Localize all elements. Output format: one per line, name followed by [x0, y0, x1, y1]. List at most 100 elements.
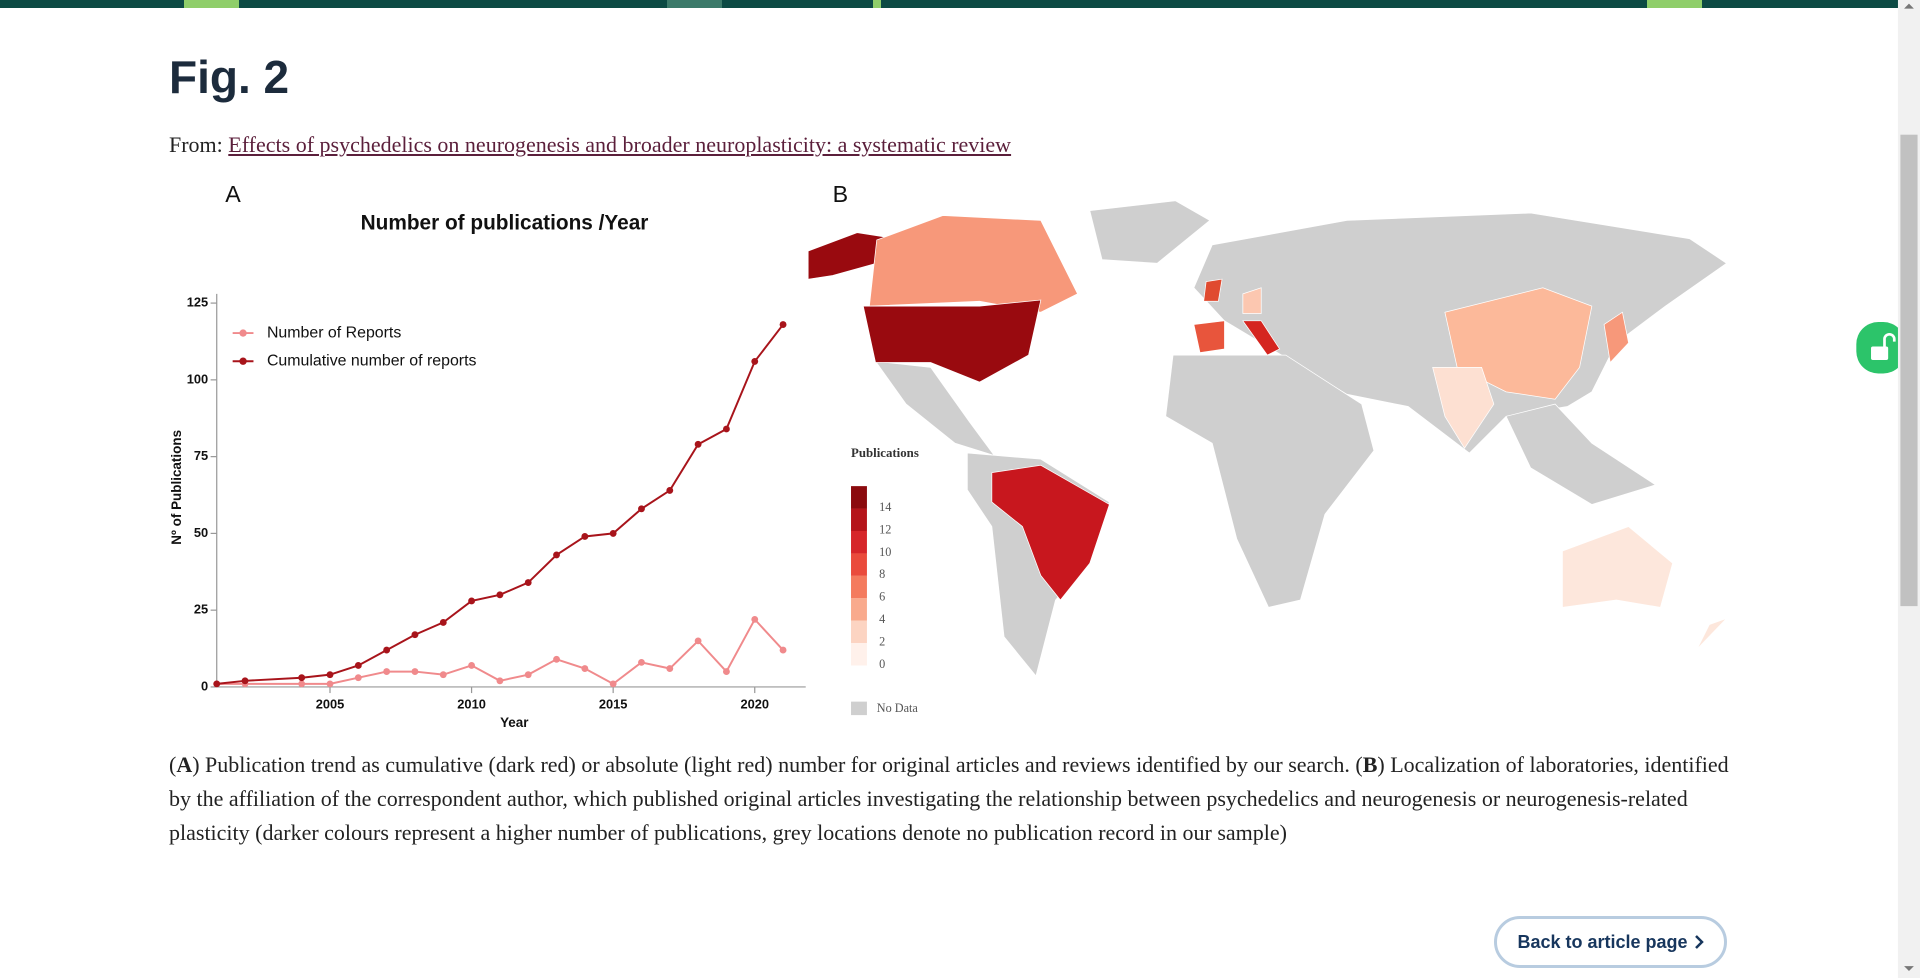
caption-text: ) Publication trend as cumulative (dark … [192, 752, 1363, 777]
source-link[interactable]: Effects of psychedelics on neurogenesis … [228, 132, 1012, 157]
legend-swatch [851, 486, 867, 509]
x-tick-label: 2020 [740, 697, 769, 712]
source-prefix: From: [169, 132, 223, 157]
map-region [1089, 200, 1211, 264]
y-tick-label: 50 [194, 525, 208, 540]
lock-icon [1883, 333, 1896, 347]
top-bar-fill [0, 0, 1898, 8]
legend-label: Number of Reports [267, 324, 401, 341]
data-point [496, 677, 504, 685]
y-tick-label: 125 [187, 294, 208, 309]
data-point [779, 646, 787, 654]
legend-tick-label: 0 [879, 657, 885, 671]
legend-tick-label: 8 [879, 567, 885, 581]
back-button[interactable]: Back to article page [1494, 916, 1727, 968]
data-point [354, 674, 362, 682]
map-country [1203, 278, 1223, 302]
figure-caption: (A) Publication trend as cumulative (dar… [169, 748, 1739, 850]
x-axis-label: Year [500, 715, 529, 730]
data-point [383, 668, 391, 676]
data-point [411, 668, 419, 676]
y-tick-label: 25 [194, 602, 208, 617]
x-tick-label: 2005 [316, 697, 345, 712]
y-axis-label: Nº of Publications [169, 430, 184, 545]
data-point [213, 680, 221, 688]
legend-tick-label: 14 [879, 500, 891, 514]
data-point [553, 551, 560, 559]
top-bar-accent [1647, 0, 1702, 8]
map-country [1696, 618, 1727, 650]
no-data-swatch [851, 701, 867, 716]
data-point [524, 671, 532, 679]
data-point [638, 658, 645, 666]
figure-title: Fig. 2 [169, 51, 290, 103]
legend-tick-label: 12 [879, 522, 891, 536]
source-line: From: Effects of psychedelics on neuroge… [169, 132, 1011, 158]
map-country [868, 215, 1079, 313]
map-country [1562, 526, 1674, 608]
legend-tick-label: 6 [879, 590, 885, 604]
data-point [581, 533, 589, 540]
lock-icon [1871, 346, 1889, 360]
caption-bold: B [1362, 752, 1378, 777]
legend-swatch [851, 620, 867, 644]
legend-tick-label: 10 [879, 545, 891, 559]
panel-label: B [833, 181, 849, 207]
legend-swatch [851, 642, 867, 666]
map-country [1432, 366, 1495, 449]
data-point [411, 631, 419, 639]
data-point [723, 668, 730, 676]
map-country [1193, 320, 1225, 354]
data-point [609, 529, 617, 537]
chart-title: Number of publications /Year [361, 212, 649, 235]
data-point [666, 665, 674, 672]
scroll-down-arrow[interactable] [1904, 966, 1914, 972]
x-tick-label: 2015 [599, 697, 628, 712]
data-point [298, 674, 306, 682]
data-point [354, 662, 362, 669]
x-tick-label: 2010 [457, 697, 486, 712]
data-point [298, 680, 306, 688]
legend-swatch [851, 575, 867, 599]
scroll-up-arrow[interactable] [1904, 3, 1914, 9]
world-map [807, 200, 1728, 677]
scrollbar-thumb[interactable] [1900, 134, 1918, 607]
data-point [666, 486, 674, 494]
caption-bold: A [176, 752, 193, 777]
data-point [326, 680, 334, 688]
map-country [1242, 320, 1281, 356]
unlock-button[interactable] [1856, 322, 1906, 374]
y-tick-label: 100 [187, 371, 208, 386]
chevron [1694, 935, 1704, 949]
map-country [862, 299, 1042, 383]
data-point [723, 425, 730, 433]
top-bar [0, 0, 1898, 8]
y-tick-label: 75 [194, 448, 208, 463]
top-bar-accent [667, 0, 722, 8]
data-point [439, 671, 447, 679]
data-point [694, 637, 702, 645]
data-point [468, 662, 476, 669]
data-point [524, 579, 532, 586]
chevron-icon [1694, 935, 1704, 949]
legend-marker [239, 357, 247, 365]
data-point [751, 358, 759, 365]
data-point [581, 665, 589, 672]
data-point [553, 655, 560, 663]
map-legend-title: Publications [851, 446, 919, 460]
series-line [216, 617, 784, 686]
data-point [779, 321, 787, 329]
caption-text: ) Localization of laboratories, identifi… [169, 752, 1729, 845]
map-country [1242, 287, 1262, 314]
legend-tick-label: 4 [879, 612, 885, 626]
top-bar-accent [184, 0, 239, 8]
data-point [609, 680, 617, 688]
data-point [241, 677, 249, 685]
top-bar-accent [873, 0, 881, 8]
map-region [1165, 354, 1375, 608]
map-country [991, 464, 1110, 601]
legend-swatch [851, 598, 867, 621]
data-point [751, 615, 759, 623]
